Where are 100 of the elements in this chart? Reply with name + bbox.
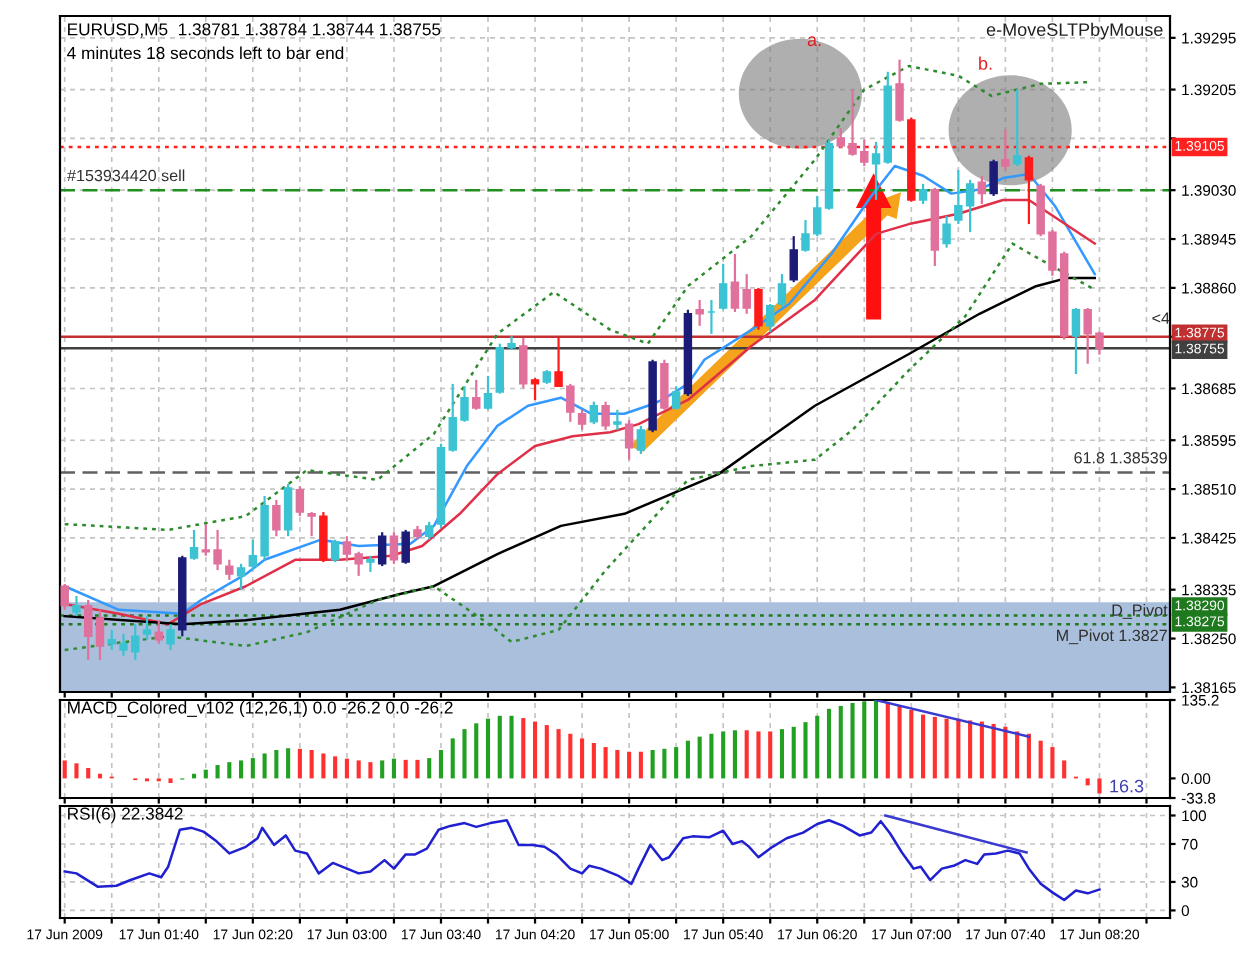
- annotation: 61.8 1.38539: [1074, 452, 1167, 464]
- bar: [556, 729, 561, 779]
- bar: [885, 701, 890, 779]
- bar: [497, 715, 502, 779]
- candlestick: [1012, 88, 1022, 168]
- bar: [427, 758, 432, 779]
- candlestick: [366, 554, 375, 573]
- bar: [650, 749, 655, 779]
- candlestick: [589, 400, 599, 426]
- candlestick: [1071, 306, 1081, 376]
- bar: [873, 700, 879, 779]
- candlestick: [695, 298, 704, 327]
- candlestick: [483, 374, 493, 411]
- candlestick: [777, 272, 787, 310]
- candlestick: [272, 498, 281, 538]
- bar: [603, 747, 608, 779]
- candlestick: [83, 598, 93, 661]
- bar: [1050, 747, 1055, 779]
- bar: [1097, 778, 1102, 794]
- candlestick: [613, 408, 622, 431]
- bar: [580, 738, 585, 779]
- bar: [909, 709, 914, 779]
- bar: [744, 730, 749, 779]
- bar: [803, 722, 808, 779]
- text: 4 minutes 18 seconds left to bar end: [67, 46, 344, 60]
- bar: [897, 705, 902, 779]
- annotation: #153934420 sell: [67, 169, 185, 182]
- candlestick: [671, 385, 681, 411]
- bar: [250, 758, 255, 779]
- chart-title: EURUSD,M5 1.38781 1.38784 1.38744 1.38755: [68, 23, 441, 38]
- candlestick: [307, 510, 316, 538]
- bar: [627, 751, 632, 779]
- bar: [532, 721, 538, 779]
- candlestick: [72, 594, 81, 618]
- candlestick: [95, 608, 105, 661]
- candlestick: [530, 377, 540, 402]
- bar: [321, 753, 326, 779]
- bar: [333, 756, 338, 779]
- bar: [862, 701, 867, 779]
- bar: [721, 731, 726, 779]
- bar: [239, 760, 244, 779]
- bar: [1026, 733, 1031, 779]
- bar: [309, 749, 314, 779]
- bar: [968, 720, 973, 779]
- bar: [168, 778, 173, 784]
- bar: [462, 729, 467, 779]
- bar: [1038, 740, 1043, 779]
- bar: [368, 762, 373, 779]
- annotation: M_Pivot 1.3827: [1057, 629, 1167, 645]
- candlestick: [166, 623, 175, 652]
- bar: [450, 738, 455, 779]
- bar: [944, 718, 949, 779]
- chart-title: RSI(6) 22.3842: [68, 807, 183, 824]
- annotation: 16.3: [1110, 779, 1144, 793]
- bar: [1085, 778, 1090, 786]
- bar: [791, 726, 796, 779]
- bar: [685, 740, 690, 779]
- bar: [768, 731, 773, 779]
- bar: [921, 714, 926, 779]
- bar: [544, 725, 549, 779]
- bar: [215, 765, 220, 779]
- bar: [227, 762, 232, 779]
- bar: [779, 729, 785, 779]
- candlestick: [918, 182, 928, 206]
- bar: [62, 760, 67, 779]
- bar: [674, 747, 679, 779]
- bar: [838, 705, 843, 779]
- bar: [509, 715, 514, 779]
- candlestick: [319, 510, 328, 564]
- candlestick: [472, 378, 481, 411]
- bar: [591, 743, 596, 779]
- bar: [438, 749, 444, 779]
- bar: [1003, 726, 1008, 779]
- candlestick: [554, 336, 563, 388]
- candlestick: [636, 424, 646, 456]
- bar: [709, 733, 714, 779]
- bar: [415, 759, 420, 779]
- candlestick: [624, 419, 634, 461]
- candlestick: [283, 482, 293, 538]
- bar: [86, 767, 91, 779]
- bar: [1015, 731, 1020, 779]
- bar: [286, 748, 291, 779]
- candlestick: [895, 58, 904, 123]
- bar: [826, 708, 832, 779]
- candlestick: [225, 558, 234, 582]
- candlestick: [942, 214, 951, 249]
- bar: [262, 753, 267, 779]
- candlestick: [566, 382, 575, 423]
- bar: [403, 759, 408, 779]
- candlestick: [377, 531, 387, 568]
- annotation: a.: [807, 36, 821, 47]
- bar: [850, 703, 855, 779]
- candlestick: [1024, 154, 1034, 226]
- candlestick: [142, 615, 152, 641]
- bar: [956, 718, 961, 779]
- candlestick: [330, 538, 340, 564]
- bar: [274, 749, 279, 779]
- bar: [344, 758, 349, 779]
- bar: [356, 760, 361, 779]
- bar: [521, 718, 526, 779]
